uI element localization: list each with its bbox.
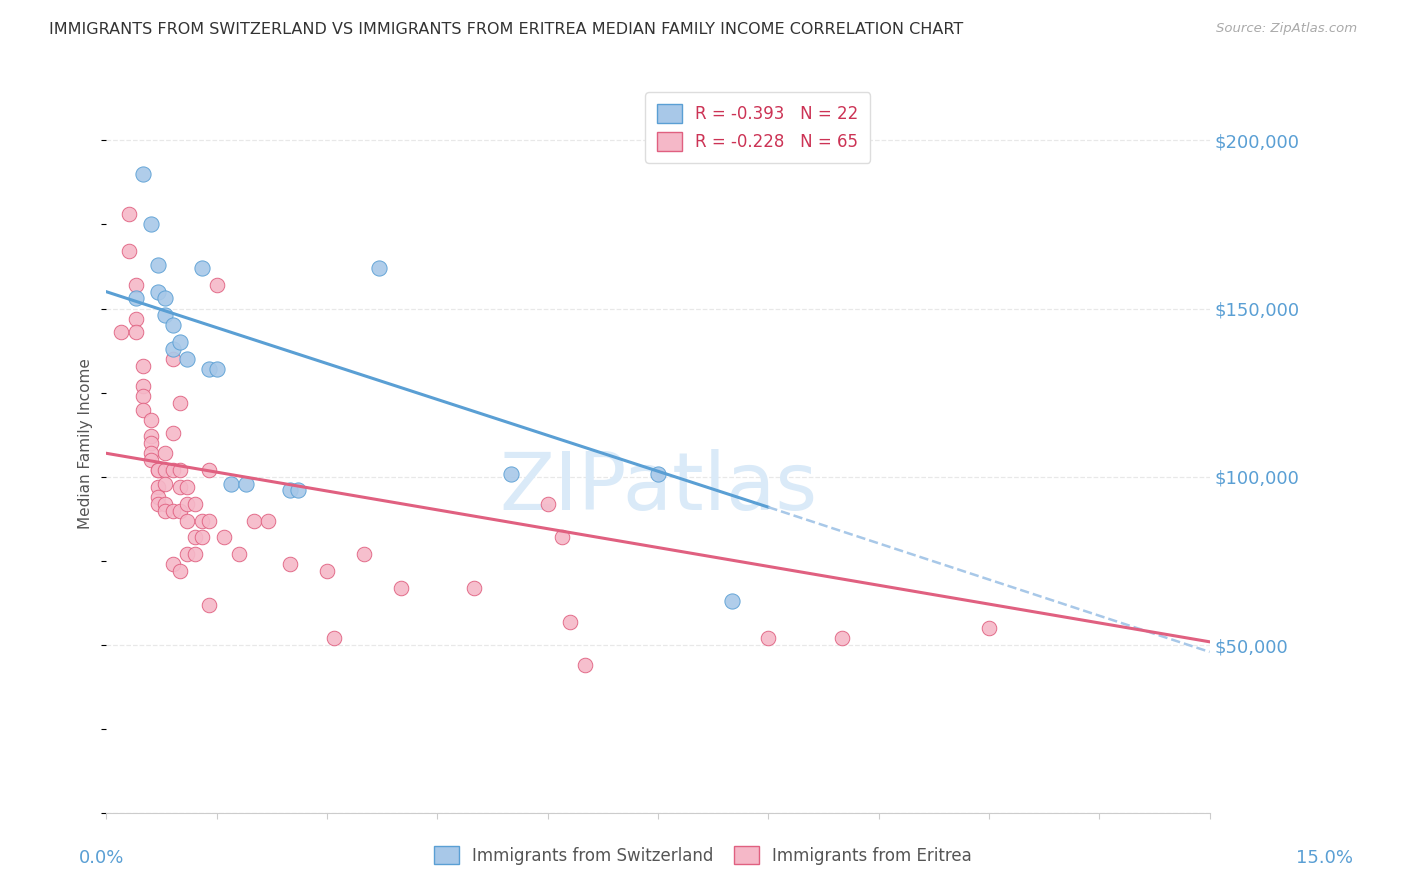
Point bbox=[198, 514, 221, 528]
Point bbox=[183, 547, 205, 561]
Text: 0.0%: 0.0% bbox=[79, 849, 124, 867]
Point bbox=[162, 352, 184, 367]
Point bbox=[146, 463, 169, 477]
Point bbox=[169, 396, 191, 410]
Point bbox=[551, 531, 574, 545]
Point bbox=[162, 318, 184, 333]
Point bbox=[176, 514, 198, 528]
Point bbox=[389, 581, 412, 595]
Point bbox=[155, 503, 177, 517]
Point bbox=[139, 429, 162, 443]
Point bbox=[125, 311, 148, 326]
Point bbox=[235, 476, 257, 491]
Point bbox=[146, 258, 169, 272]
Point bbox=[139, 453, 162, 467]
Point bbox=[132, 167, 155, 181]
Point bbox=[139, 412, 162, 426]
Point bbox=[647, 467, 669, 481]
Point bbox=[155, 308, 177, 322]
Point bbox=[176, 480, 198, 494]
Text: Source: ZipAtlas.com: Source: ZipAtlas.com bbox=[1216, 22, 1357, 36]
Point bbox=[169, 503, 191, 517]
Point bbox=[146, 463, 169, 477]
Point bbox=[162, 503, 184, 517]
Point bbox=[537, 497, 560, 511]
Point bbox=[323, 632, 346, 646]
Point bbox=[169, 463, 191, 477]
Point bbox=[139, 436, 162, 450]
Point bbox=[191, 261, 214, 276]
Point bbox=[146, 285, 169, 299]
Point bbox=[574, 658, 596, 673]
Point bbox=[191, 531, 214, 545]
Point bbox=[720, 594, 742, 608]
Point bbox=[139, 218, 162, 232]
Point bbox=[191, 514, 214, 528]
Point bbox=[176, 547, 198, 561]
Point bbox=[169, 564, 191, 578]
Point bbox=[155, 446, 177, 460]
Text: IMMIGRANTS FROM SWITZERLAND VS IMMIGRANTS FROM ERITREA MEDIAN FAMILY INCOME CORR: IMMIGRANTS FROM SWITZERLAND VS IMMIGRANT… bbox=[49, 22, 963, 37]
Point bbox=[198, 362, 221, 376]
Point bbox=[169, 480, 191, 494]
Point bbox=[287, 483, 309, 498]
Point bbox=[257, 514, 280, 528]
Point bbox=[125, 278, 148, 293]
Point bbox=[146, 497, 169, 511]
Y-axis label: Median Family Income: Median Family Income bbox=[79, 358, 93, 529]
Text: ZIPatlas: ZIPatlas bbox=[499, 449, 817, 526]
Point bbox=[117, 207, 139, 221]
Point bbox=[117, 244, 139, 259]
Point bbox=[367, 261, 389, 276]
Legend: R = -0.393   N = 22, R = -0.228   N = 65: R = -0.393 N = 22, R = -0.228 N = 65 bbox=[645, 93, 870, 162]
Point bbox=[146, 490, 169, 504]
Point bbox=[169, 335, 191, 350]
Point bbox=[176, 352, 198, 367]
Point bbox=[155, 476, 177, 491]
Point bbox=[198, 463, 221, 477]
Point bbox=[205, 362, 228, 376]
Point bbox=[125, 292, 148, 306]
Point bbox=[146, 480, 169, 494]
Point bbox=[132, 359, 155, 373]
Point bbox=[198, 598, 221, 612]
Point bbox=[155, 292, 177, 306]
Point bbox=[110, 325, 132, 339]
Point bbox=[162, 463, 184, 477]
Point bbox=[228, 547, 250, 561]
Text: 15.0%: 15.0% bbox=[1296, 849, 1353, 867]
Legend: Immigrants from Switzerland, Immigrants from Eritrea: Immigrants from Switzerland, Immigrants … bbox=[426, 838, 980, 873]
Point bbox=[316, 564, 339, 578]
Point bbox=[558, 615, 581, 629]
Point bbox=[132, 402, 155, 417]
Point bbox=[155, 463, 177, 477]
Point bbox=[162, 558, 184, 572]
Point bbox=[183, 531, 205, 545]
Point bbox=[162, 342, 184, 356]
Point bbox=[278, 558, 301, 572]
Point bbox=[463, 581, 485, 595]
Point bbox=[155, 497, 177, 511]
Point bbox=[176, 497, 198, 511]
Point bbox=[499, 467, 522, 481]
Point bbox=[353, 547, 375, 561]
Point bbox=[205, 278, 228, 293]
Point bbox=[831, 632, 853, 646]
Point bbox=[183, 497, 205, 511]
Point bbox=[125, 325, 148, 339]
Point bbox=[977, 621, 1000, 635]
Point bbox=[132, 389, 155, 403]
Point bbox=[242, 514, 264, 528]
Point bbox=[162, 426, 184, 441]
Point bbox=[221, 476, 243, 491]
Point bbox=[139, 446, 162, 460]
Point bbox=[132, 379, 155, 393]
Point bbox=[278, 483, 301, 498]
Point bbox=[756, 632, 779, 646]
Point bbox=[212, 531, 235, 545]
